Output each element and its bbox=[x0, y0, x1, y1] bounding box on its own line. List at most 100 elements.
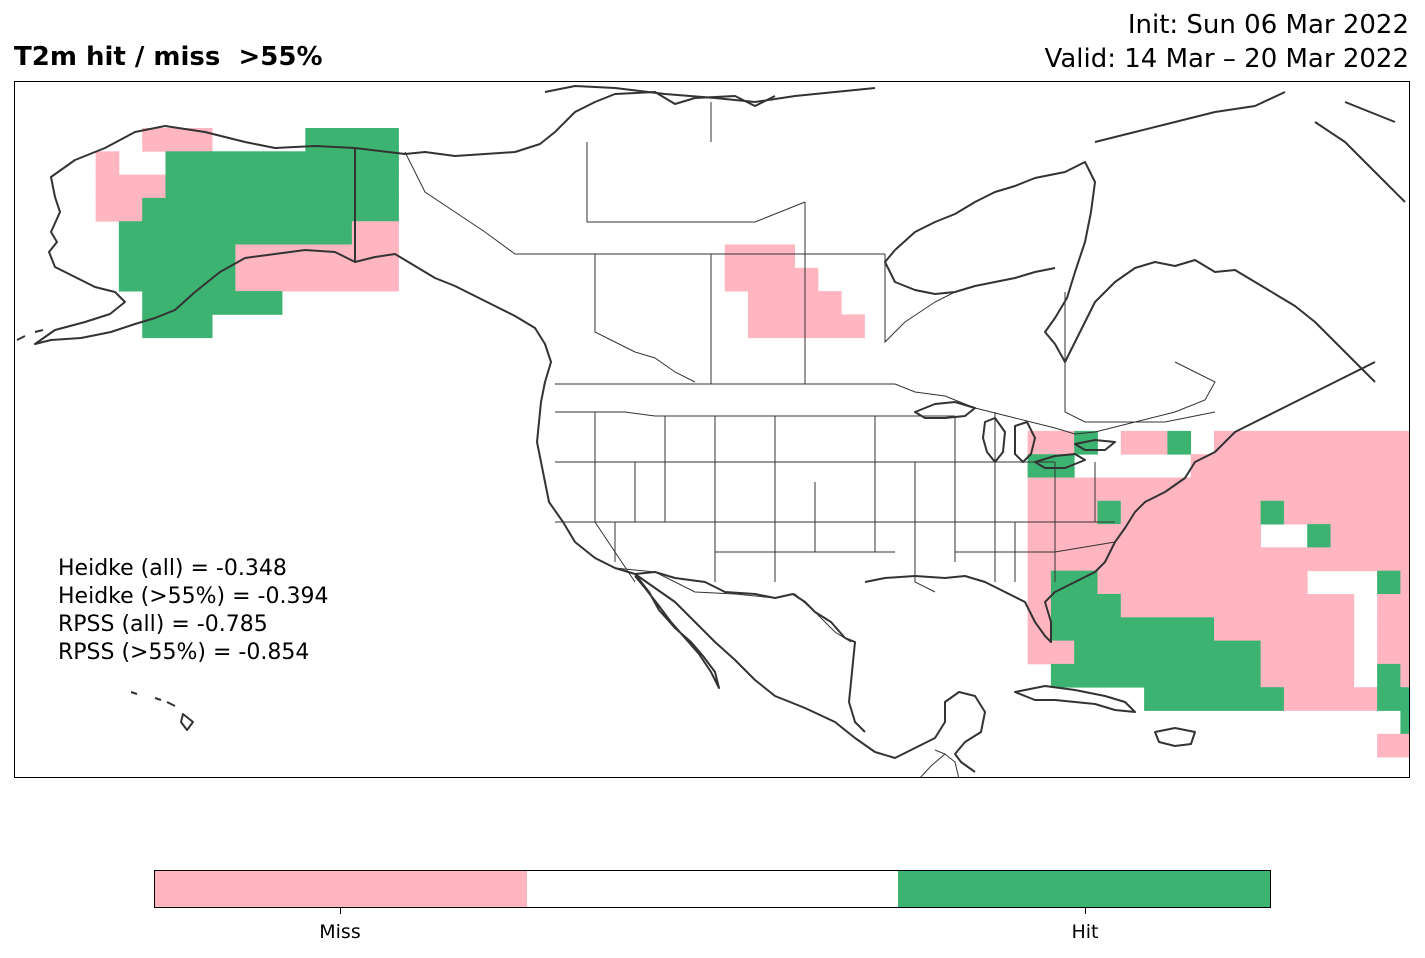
hit-cell bbox=[305, 151, 329, 175]
hit-cell bbox=[212, 151, 236, 175]
hit-cell bbox=[1027, 454, 1052, 478]
hit-cell bbox=[375, 174, 399, 199]
miss-cell bbox=[1260, 640, 1285, 665]
miss-cell bbox=[1190, 524, 1215, 548]
miss-cell bbox=[1377, 524, 1401, 548]
miss-cell bbox=[118, 197, 143, 222]
hit-cell bbox=[1144, 617, 1168, 641]
hit-cell bbox=[1307, 524, 1331, 548]
miss-cell bbox=[258, 267, 283, 292]
colorbar bbox=[154, 870, 1271, 908]
miss-cell bbox=[1283, 430, 1308, 455]
hit-cell bbox=[351, 174, 376, 199]
cuba bbox=[1014, 685, 1136, 713]
miss-cell bbox=[1237, 570, 1261, 595]
miss-cell bbox=[1050, 547, 1075, 572]
colorbar-tick-miss bbox=[340, 908, 341, 914]
miss-cell bbox=[1330, 594, 1355, 618]
hit-cell bbox=[282, 174, 306, 199]
hit-cell bbox=[258, 221, 283, 245]
miss-cell bbox=[748, 291, 772, 315]
miss-cell bbox=[1353, 687, 1378, 711]
hit-cell bbox=[328, 151, 353, 175]
miss-cell bbox=[1120, 594, 1145, 618]
hit-cell bbox=[212, 197, 236, 222]
miss-cell bbox=[1074, 500, 1098, 525]
miss-cell bbox=[1214, 500, 1238, 525]
hit-cell bbox=[1377, 687, 1401, 711]
miss-cell bbox=[375, 221, 399, 245]
miss-cell bbox=[142, 128, 166, 152]
hit-cell bbox=[1400, 710, 1409, 735]
hit-cell bbox=[188, 197, 213, 222]
miss-cell bbox=[1120, 570, 1145, 595]
hit-cell bbox=[1144, 687, 1168, 711]
miss-cell bbox=[1307, 547, 1331, 572]
miss-cell bbox=[794, 267, 819, 292]
miss-cell bbox=[1260, 594, 1285, 618]
miss-cell bbox=[1400, 663, 1409, 688]
colorbar-label-miss: Miss bbox=[319, 921, 361, 943]
hit-cell bbox=[258, 197, 283, 222]
hit-cell bbox=[1237, 687, 1261, 711]
miss-cell bbox=[1330, 454, 1355, 478]
miss-cell bbox=[282, 267, 306, 292]
miss-cell bbox=[1237, 477, 1261, 502]
miss-cell bbox=[841, 314, 865, 339]
hit-cell bbox=[165, 267, 190, 292]
miss-cell bbox=[1307, 430, 1331, 455]
miss-cell bbox=[1074, 547, 1098, 572]
miss-cell bbox=[1400, 594, 1409, 618]
hit-cell bbox=[118, 221, 143, 245]
hudson-bay bbox=[884, 161, 1376, 383]
miss-cell bbox=[1330, 500, 1355, 525]
hit-cell bbox=[351, 197, 376, 222]
valid-period: Valid: 14 Mar – 20 Mar 2022 bbox=[1044, 44, 1409, 74]
miss-cell bbox=[1377, 477, 1401, 502]
hispaniola bbox=[1154, 727, 1196, 747]
miss-cell bbox=[1307, 477, 1331, 502]
miss-cell bbox=[1307, 454, 1331, 478]
hit-cell bbox=[212, 174, 236, 199]
miss-cell bbox=[1167, 547, 1192, 572]
hit-cell bbox=[142, 221, 166, 245]
miss-cell bbox=[1283, 547, 1308, 572]
miss-cell bbox=[1283, 477, 1308, 502]
miss-cell bbox=[1050, 430, 1075, 455]
miss-cell bbox=[1190, 547, 1215, 572]
hit-cell bbox=[258, 151, 283, 175]
miss-cell bbox=[1120, 524, 1145, 548]
miss-cell bbox=[1050, 477, 1075, 502]
hit-cell bbox=[1074, 570, 1098, 595]
hit-cell bbox=[328, 174, 353, 199]
init-date: Init: Sun 06 Mar 2022 bbox=[1127, 10, 1409, 40]
hit-cell bbox=[235, 151, 260, 175]
hit-cell bbox=[212, 291, 236, 315]
hit-cell bbox=[1190, 617, 1215, 641]
miss-cell bbox=[724, 244, 749, 269]
miss-cell bbox=[1027, 524, 1052, 548]
hit-cell bbox=[375, 151, 399, 175]
miss-cell bbox=[1400, 500, 1409, 525]
hit-cell bbox=[1167, 663, 1192, 688]
hit-cell bbox=[1237, 663, 1261, 688]
hit-cell bbox=[1097, 500, 1122, 525]
hit-cell bbox=[375, 197, 399, 222]
hit-cell bbox=[235, 174, 260, 199]
miss-cell bbox=[1330, 524, 1355, 548]
hit-cell bbox=[1097, 663, 1122, 688]
hit-cell bbox=[1120, 617, 1145, 641]
miss-cell bbox=[1283, 640, 1308, 665]
miss-cell bbox=[1307, 663, 1331, 688]
alaska-coast bbox=[34, 125, 356, 345]
hit-cell bbox=[1074, 663, 1098, 688]
miss-cell bbox=[1400, 733, 1409, 758]
hit-cell bbox=[328, 128, 353, 152]
miss-cell bbox=[351, 221, 376, 245]
hit-cell bbox=[118, 267, 143, 292]
hit-cell bbox=[351, 151, 376, 175]
miss-cell bbox=[1237, 500, 1261, 525]
miss-cell bbox=[95, 197, 120, 222]
hit-cell bbox=[258, 174, 283, 199]
us-mexico-border bbox=[614, 567, 852, 643]
